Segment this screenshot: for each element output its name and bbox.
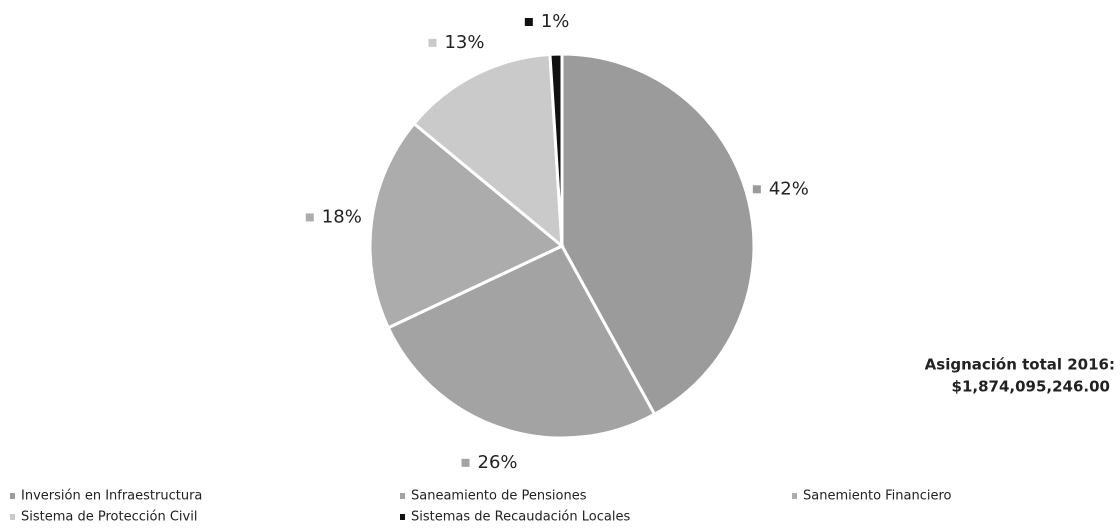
pie-slice: [386, 244, 657, 440]
legend-label: Sistemas de Recaudación Locales: [411, 510, 630, 525]
pie-slice: [368, 121, 565, 330]
label-marker: [752, 185, 761, 194]
legend-marker: [792, 493, 797, 499]
legend-label: Saneamiento de Pensiones: [411, 489, 587, 504]
pie-slice: [560, 52, 756, 417]
pie-slice: [411, 52, 564, 250]
legend-label: Sanemiento Financiero: [803, 489, 952, 504]
legend-label: Sistema de Protección Civil: [21, 510, 197, 525]
value-label: 13%: [444, 32, 484, 53]
annotation: $1,874,095,246.00: [952, 378, 1110, 396]
value-label: 1%: [541, 11, 570, 32]
legend-marker: [400, 493, 405, 499]
label-marker: [461, 458, 470, 467]
value-label: 42%: [769, 178, 809, 199]
label-marker: [305, 213, 314, 222]
legend-label: Inversión en Infraestructura: [21, 489, 202, 504]
legend-marker: [400, 514, 405, 520]
value-label: 18%: [322, 206, 362, 227]
value-label: 26%: [478, 452, 518, 473]
label-marker: [428, 38, 437, 47]
annotation: Asignación total 2016:: [925, 356, 1115, 374]
legend-marker: [10, 514, 15, 520]
label-marker: [524, 18, 533, 26]
pie-slice: [548, 52, 564, 247]
legend-marker: [10, 493, 15, 499]
